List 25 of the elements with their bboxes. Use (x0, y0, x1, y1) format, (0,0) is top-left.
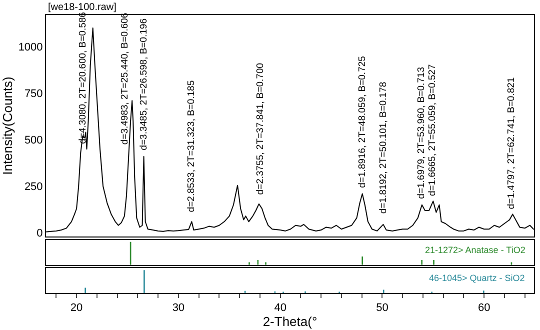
x-tick-label: 40 (274, 302, 286, 314)
x-tick-label: 50 (376, 302, 388, 314)
annotation: d=1.6979, 2T=53.960, B=0.713 (416, 67, 428, 199)
annotation: d=2.3755, 2T=37.841, B=0.700 (255, 62, 266, 195)
annotation: d=4.3080, 2T=20.600, B=0.586 (78, 12, 89, 144)
y-axis-title: Intensity(Counts) (0, 76, 15, 175)
x-tick-label: 30 (172, 302, 185, 314)
annotation: 21-1272> Anatase - TiO2 (425, 245, 526, 255)
annotation: 46-1045> Quartz - SiO2 (429, 273, 525, 283)
y-tick-label: 250 (24, 181, 43, 194)
x-axis-title: 2-Theta(° (262, 314, 318, 330)
annotation: d=1.4797, 2T=62.741, B=0.821 (506, 77, 518, 210)
y-tick-label: 1000 (18, 42, 43, 54)
y-tick-label: 750 (24, 88, 43, 100)
y-tick-label: 500 (24, 134, 43, 147)
y-tick-label: 0 (36, 228, 43, 240)
annotation: d=1.8916, 2T=48.059, B=0.725 (356, 56, 368, 188)
annotation: d=1.6665, 2T=55.059, B=0.527 (427, 64, 438, 196)
annotation: d=1.8192, 2T=50.101, B=0.178 (378, 82, 389, 214)
x-tick-label: 20 (70, 302, 83, 314)
annotation: d=3.3485, 2T=26.598, B=0.196 (138, 18, 150, 150)
annotation: d=2.8533, 2T=31.323, B=0.185 (186, 80, 198, 212)
annotation: d=3.4983, 2T=25.440, B=0.606 (119, 12, 130, 145)
x-tick-label: 60 (478, 302, 490, 314)
chart-title: [we18-100.raw] (48, 2, 117, 13)
